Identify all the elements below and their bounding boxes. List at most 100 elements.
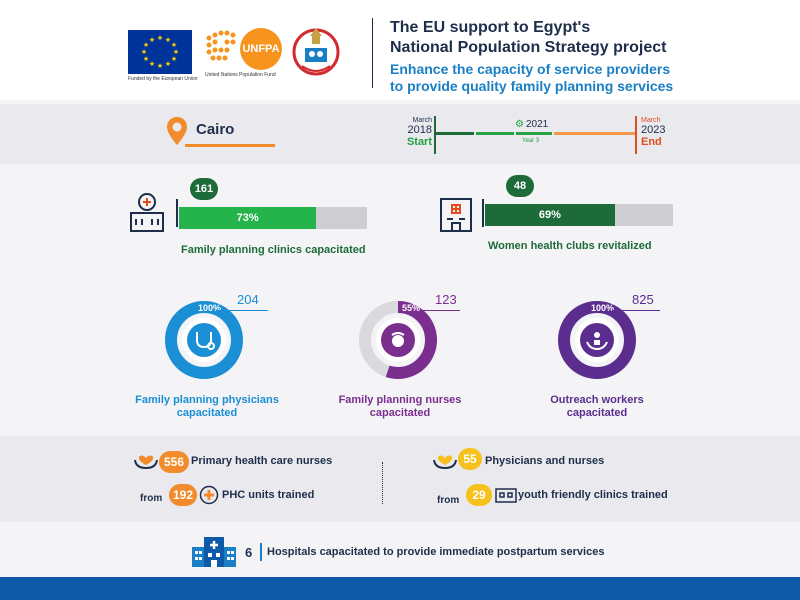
physicians-label: Family planning physicians capacitated bbox=[132, 394, 282, 420]
clubs-progress-fill: 69% bbox=[485, 204, 615, 226]
ring-progress-arc bbox=[165, 301, 243, 379]
clinics-progress-fill: 73% bbox=[179, 207, 317, 229]
youth-clinics-count: 29 bbox=[466, 484, 492, 506]
physicians-nurses-count: 55 bbox=[458, 448, 482, 470]
timeline-segment-year-3 bbox=[516, 132, 552, 135]
ring-progress-arc bbox=[359, 301, 437, 379]
clinics-bar-axis bbox=[176, 199, 178, 227]
physicians-label-line-1: Family planning physicians bbox=[135, 394, 279, 406]
timeline-current-label: Year 3 bbox=[522, 138, 540, 144]
phc-nurses-text: Primary health care nurses bbox=[191, 455, 333, 467]
physicians-count: 204 bbox=[237, 292, 259, 307]
panel-divider bbox=[382, 462, 383, 504]
timeline-end-tick bbox=[635, 116, 637, 154]
phc-units-count: 192 bbox=[169, 484, 197, 506]
phc-units-text: PHC units trained bbox=[222, 489, 315, 501]
clubs-label: Women health clubs revitalized bbox=[488, 240, 652, 252]
helping-hands-icon bbox=[586, 332, 608, 351]
timeline-current-year: 2021 bbox=[526, 119, 549, 130]
title-line-2: National Population Strategy project bbox=[390, 39, 667, 56]
un-logo bbox=[205, 30, 241, 70]
city-underline bbox=[185, 144, 275, 147]
clinics-progress-track: 73% bbox=[179, 207, 367, 229]
nurses-label: Family planning nurses capacitated bbox=[325, 394, 475, 420]
svg-text:★: ★ bbox=[149, 36, 155, 44]
eu-caption: Funded by the European Union bbox=[128, 76, 198, 82]
timeline-segment-year-1 bbox=[436, 132, 474, 135]
physicians-label-line-2: capacitated bbox=[176, 407, 238, 419]
timeline-end: March 2023 End bbox=[641, 117, 665, 148]
ring-progress-arc bbox=[558, 301, 636, 379]
hospitals-separator bbox=[260, 543, 262, 561]
training-panel bbox=[0, 436, 800, 522]
clinic-building-icon bbox=[128, 191, 166, 238]
timeline-start-tick bbox=[434, 116, 436, 154]
location-timeline-band bbox=[0, 104, 800, 164]
physicians-nurses-text: Physicians and nurses bbox=[485, 455, 605, 467]
svg-text:★: ★ bbox=[171, 41, 177, 49]
clinics-label: Family planning clinics capacitated bbox=[181, 244, 366, 256]
clubs-bar-axis bbox=[482, 199, 484, 227]
clinics-count-badge: 161 bbox=[190, 178, 218, 200]
svg-text:★: ★ bbox=[165, 36, 171, 44]
timeline-start-year: 2018 bbox=[407, 124, 432, 136]
nurses-ring bbox=[358, 300, 438, 380]
page-title: The EU support to Egypt's National Popul… bbox=[390, 18, 666, 58]
nurses-percent: 55% bbox=[402, 303, 421, 313]
footer-bar bbox=[0, 577, 800, 600]
header: ★ ★ ★ ★ ★ ★ ★ ★ ★ ★ ★ ★ Funded by the European U… bbox=[0, 0, 800, 100]
svg-text:★: ★ bbox=[143, 55, 149, 63]
outreach-label: Outreach workers capacitated bbox=[522, 394, 672, 420]
nurse-icon bbox=[391, 332, 405, 347]
health-club-building-icon bbox=[437, 191, 475, 238]
location-pin-icon bbox=[166, 116, 188, 151]
outreach-count-tick bbox=[612, 310, 660, 311]
un-caption: United Nations Population Fund bbox=[205, 72, 276, 78]
physicians-ring bbox=[164, 300, 244, 380]
clubs-progress-track: 69% bbox=[485, 204, 673, 226]
timeline-end-year: 2023 bbox=[641, 124, 666, 136]
svg-text:★: ★ bbox=[149, 60, 155, 68]
outreach-count: 825 bbox=[632, 292, 654, 307]
nurses-count-tick bbox=[420, 310, 460, 311]
header-divider bbox=[372, 18, 373, 88]
phc-nurses-count: 556 bbox=[159, 451, 189, 473]
city-name: Cairo bbox=[196, 121, 235, 138]
nurses-count: 123 bbox=[435, 292, 457, 307]
svg-text:★: ★ bbox=[157, 34, 163, 42]
caring-hands-icon bbox=[432, 446, 458, 475]
youth-clinic-building-icon bbox=[495, 485, 517, 508]
outreach-ring bbox=[557, 300, 637, 380]
svg-text:★: ★ bbox=[171, 55, 177, 63]
youth-clinics-text: youth friendly clinics trained bbox=[518, 489, 668, 501]
phc-unit-plus-icon bbox=[199, 485, 219, 510]
svg-text:★: ★ bbox=[165, 60, 171, 68]
page-subtitle: Enhance the capacity of service provider… bbox=[390, 61, 673, 95]
hospitals-count: 6 bbox=[245, 545, 253, 560]
nurses-label-line-2: capacitated bbox=[369, 407, 431, 419]
eu-flag-logo: ★ ★ ★ ★ ★ ★ ★ ★ ★ ★ ★ ★ bbox=[128, 30, 192, 74]
outreach-label-line-1: Outreach workers bbox=[550, 394, 644, 406]
nurses-label-line-1: Family planning nurses bbox=[338, 394, 462, 406]
stethoscope-icon bbox=[196, 332, 215, 350]
timeline-end-month: March bbox=[641, 117, 661, 124]
youth-from-label: from bbox=[437, 495, 460, 506]
svg-text:★: ★ bbox=[173, 48, 179, 56]
physicians-percent: 100% bbox=[198, 303, 222, 313]
caring-hands-icon bbox=[133, 446, 159, 475]
subtitle-line-2: to provide quality family planning servi… bbox=[390, 78, 674, 94]
gear-icon: ⚙ bbox=[515, 119, 524, 130]
hospital-building-icon bbox=[190, 535, 238, 572]
timeline-start-label: Start bbox=[406, 136, 432, 148]
timeline-segment-year-2 bbox=[476, 132, 514, 135]
title-line-1: The EU support to Egypt's bbox=[390, 19, 591, 36]
physicians-count-tick bbox=[216, 310, 268, 311]
subtitle-line-1: Enhance the capacity of service provider… bbox=[390, 61, 671, 77]
timeline-start: March 2018 Start bbox=[404, 117, 432, 148]
hospitals-text: Hospitals capacitated to provide immedia… bbox=[267, 546, 605, 558]
outreach-label-line-2: capacitated bbox=[566, 407, 628, 419]
timeline-segment-remaining bbox=[554, 132, 635, 135]
svg-text:★: ★ bbox=[141, 48, 147, 56]
clubs-percent: 69% bbox=[538, 209, 561, 221]
outreach-percent: 100% bbox=[591, 303, 615, 313]
